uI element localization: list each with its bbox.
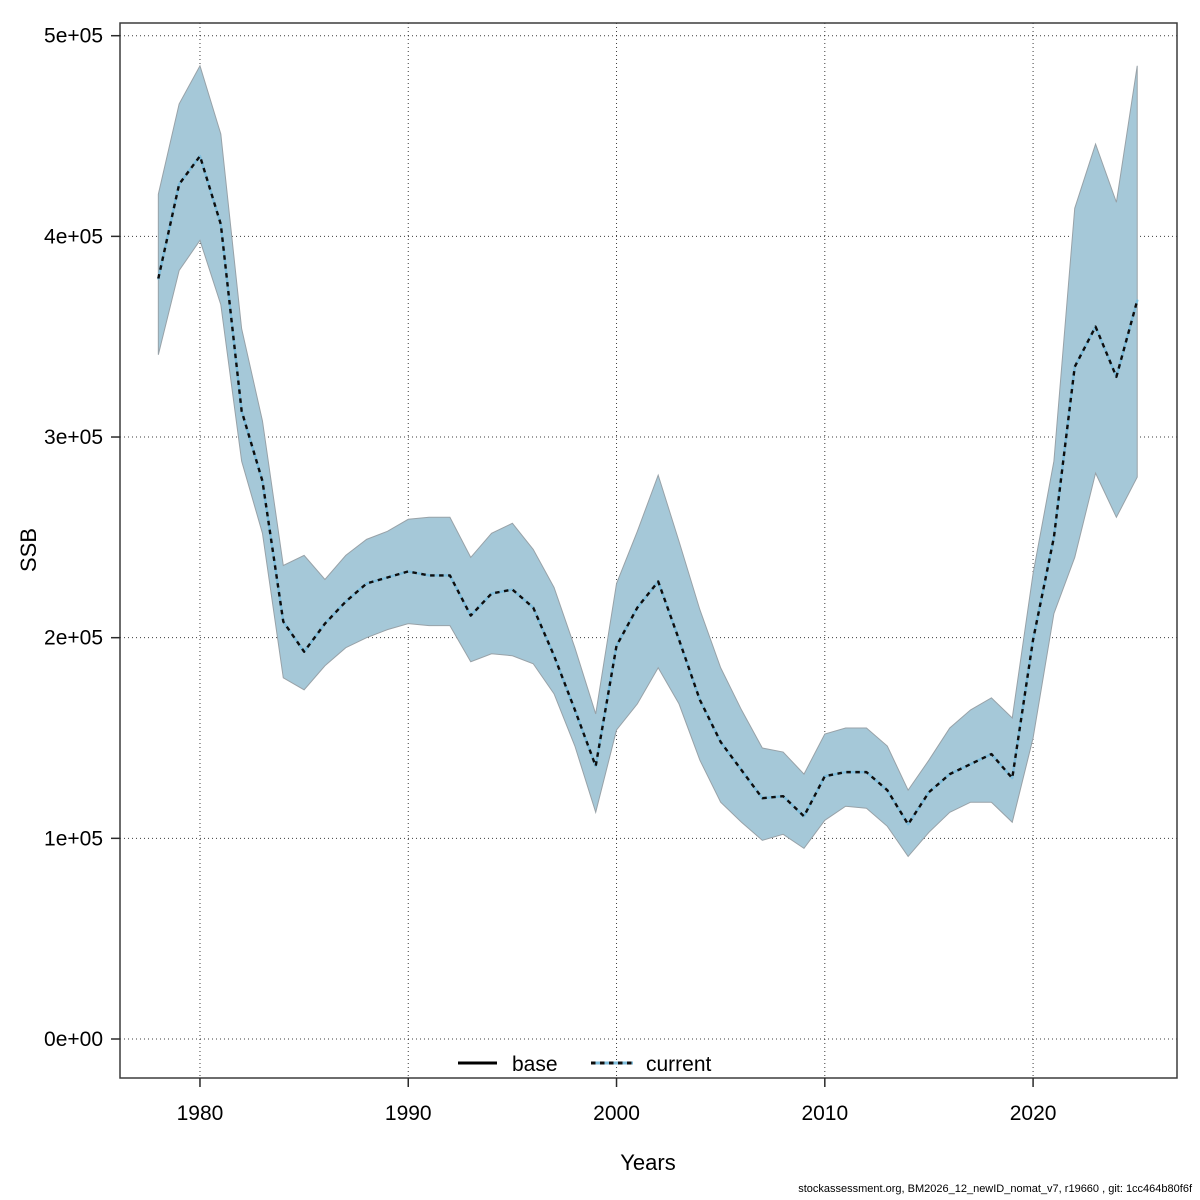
y-tick-label-4e+05: 4e+05: [44, 225, 103, 248]
plot-frame: [119, 22, 1178, 1079]
legend-current-label: current: [646, 1053, 712, 1076]
x-axis-title: Years: [620, 1150, 675, 1175]
y-tick-label-3e+05: 3e+05: [44, 426, 103, 449]
current-line-dashes: [157, 154, 1139, 826]
y-tick-label-0e+00: 0e+00: [44, 1028, 103, 1051]
x-tick-label-1980: 1980: [177, 1102, 224, 1125]
y-tick-label-1e+05: 1e+05: [44, 827, 103, 850]
confidence-band-polygon: [157, 64, 1138, 858]
y-axis-title: SSB: [16, 528, 41, 572]
y-tick-label-2e+05: 2e+05: [44, 627, 103, 650]
x-tick-label-2020: 2020: [1010, 1102, 1057, 1125]
y-axis: 0e+00 1e+05 2e+05 3e+05 4e+05 5e+05: [44, 25, 120, 1051]
x-tick-label-2000: 2000: [593, 1102, 640, 1125]
legend: base current: [458, 1053, 712, 1076]
confidence-band: [157, 64, 1138, 858]
legend-base-label: base: [512, 1053, 558, 1076]
x-tick-label-2010: 2010: [801, 1102, 848, 1125]
current-line: [157, 154, 1139, 826]
y-tick-label-5e+05: 5e+05: [44, 25, 103, 48]
x-axis: 1980 1990 2000 2010 2020: [177, 1078, 1057, 1125]
x-tick-label-1990: 1990: [385, 1102, 432, 1125]
footer-attribution: stockassessment.org, BM2026_12_newID_nom…: [798, 1183, 1192, 1195]
